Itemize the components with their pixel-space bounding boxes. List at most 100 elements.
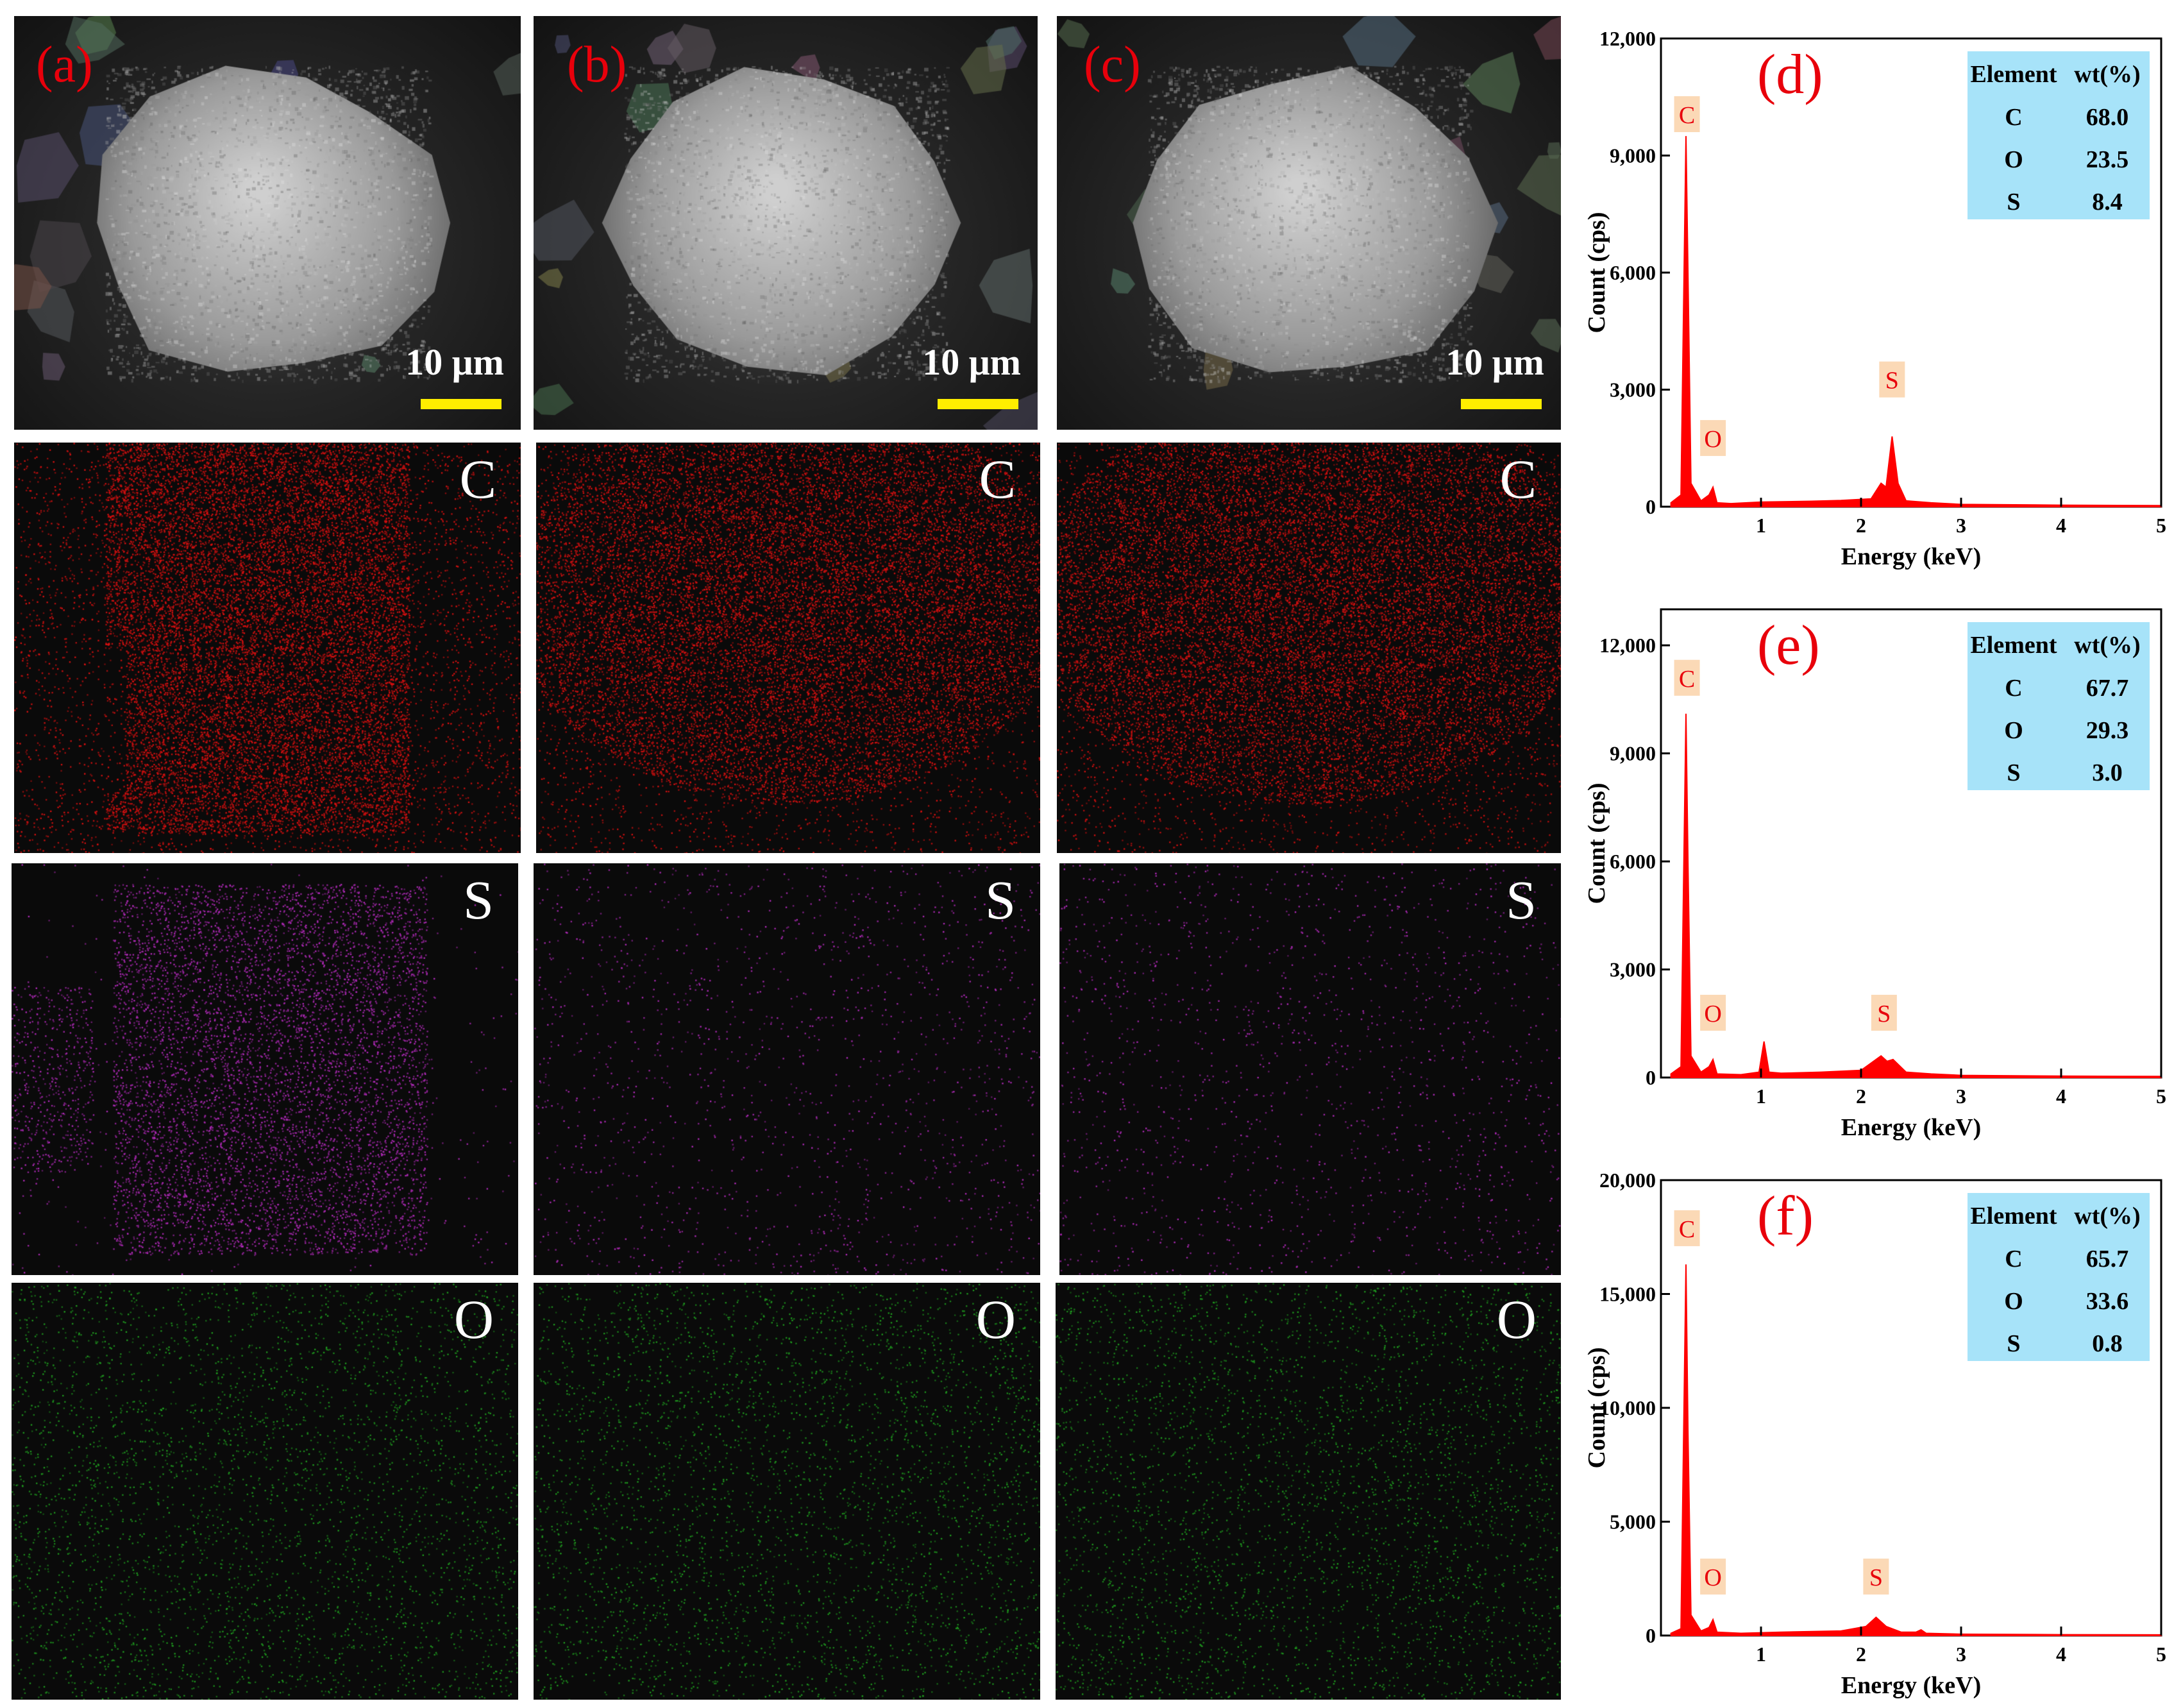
peak-label: O xyxy=(1704,426,1721,453)
table-cell: 68.0 xyxy=(2086,104,2129,131)
eds-map-s-c: S xyxy=(1059,863,1561,1275)
table-header: Element xyxy=(1970,1203,2057,1230)
table-cell: 33.6 xyxy=(2086,1288,2129,1315)
y-tick-label: 0 xyxy=(1646,495,1656,518)
x-tick-label: 3 xyxy=(1956,1643,1966,1666)
eds-map-o-c: O xyxy=(1056,1283,1561,1700)
map-element-label: S xyxy=(463,869,494,931)
sem-texture xyxy=(14,16,521,430)
table-cell: S xyxy=(2007,189,2020,216)
y-tick-label: 12,000 xyxy=(1599,634,1656,657)
y-tick-label: 3,000 xyxy=(1610,958,1656,981)
table-header: Element xyxy=(1970,61,2057,88)
scale-bar xyxy=(421,399,501,409)
peak-label: S xyxy=(1869,1564,1883,1591)
chart-svg: 1 2 3 4 5 0 3,000 6,000 9,000 12,000 Energy (keV) C… xyxy=(1583,27,2166,570)
element-map-dots xyxy=(1057,443,1561,853)
eds-spectrum-chart-d: 1 2 3 4 5 0 3,000 6,000 9,000 12,000 Energy (keV) C… xyxy=(1583,13,2168,577)
y-axis-label: Count (cps) xyxy=(1583,783,1610,904)
x-tick-label: 3 xyxy=(1956,514,1966,537)
map-element-label: S xyxy=(1506,869,1537,931)
table-cell: S xyxy=(2007,1330,2020,1357)
element-map-dots xyxy=(534,863,1040,1275)
eds-spectrum-chart-f: 1 2 3 4 5 0 5,000 10,000 15,000 20,000 Energy (keV… xyxy=(1583,1154,2168,1706)
chart-panel-label: (f) xyxy=(1757,1185,1814,1247)
x-axis-label: Energy (keV) xyxy=(1841,1672,1981,1699)
peak-label-box xyxy=(1700,995,1726,1031)
map-element-label: C xyxy=(979,448,1016,510)
x-tick-label: 1 xyxy=(1756,514,1766,537)
x-tick-label: 5 xyxy=(2156,1643,2166,1666)
table-cell: C xyxy=(2005,1246,2022,1273)
x-tick-label: 4 xyxy=(2056,1643,2066,1666)
y-tick-label: 6,000 xyxy=(1610,850,1656,873)
peak-label-box xyxy=(1700,1559,1726,1595)
peak-label-box xyxy=(1863,1559,1889,1595)
table-header: Element xyxy=(1970,632,2057,659)
x-tick-label: 3 xyxy=(1956,1085,1966,1108)
map-element-label: C xyxy=(1499,448,1537,510)
peak-label: S xyxy=(1877,1001,1891,1027)
element-map-dots xyxy=(12,863,518,1275)
element-map-dots xyxy=(12,1283,518,1700)
map-element-label: O xyxy=(1496,1289,1537,1350)
x-tick-label: 5 xyxy=(2156,514,2166,537)
table-cell: C xyxy=(2005,675,2022,702)
x-tick-label: 2 xyxy=(1856,514,1866,537)
scale-bar-label: 10 μm xyxy=(1445,341,1544,383)
table-header: wt(%) xyxy=(2074,1203,2140,1230)
element-map-dots xyxy=(536,443,1040,853)
table-cell: 29.3 xyxy=(2086,717,2129,744)
peak-label-box xyxy=(1674,659,1700,696)
y-axis-label: Count (cps) xyxy=(1583,1348,1610,1469)
y-tick-label: 12,000 xyxy=(1599,27,1656,50)
sem-image-a: (a) 10 μm xyxy=(14,16,521,430)
scale-bar-label: 10 μm xyxy=(922,341,1021,383)
y-tick-label: 20,000 xyxy=(1599,1169,1656,1192)
eds-map-s-b: S xyxy=(534,863,1040,1275)
x-tick-label: 1 xyxy=(1756,1643,1766,1666)
element-map-dots xyxy=(1056,1283,1561,1700)
peak-label-box xyxy=(1871,995,1897,1031)
scale-bar xyxy=(1461,399,1542,409)
table-cell: 65.7 xyxy=(2086,1246,2129,1273)
eds-spectrum-chart-e: 1 2 3 4 5 0 3,000 6,000 9,000 12,000 Energy (keV) C… xyxy=(1583,584,2168,1148)
y-tick-label: 9,000 xyxy=(1610,742,1656,765)
x-tick-label: 1 xyxy=(1756,1085,1766,1108)
eds-map-c-c: C xyxy=(1057,443,1561,853)
peak-label-box xyxy=(1674,96,1700,132)
map-element-label: S xyxy=(985,869,1016,931)
map-element-label: C xyxy=(459,448,496,510)
chart-panel-label: (e) xyxy=(1757,614,1820,677)
peak-label-box xyxy=(1879,361,1905,398)
eds-map-o-b: O xyxy=(534,1283,1040,1700)
table-cell: 0.8 xyxy=(2092,1330,2123,1357)
spectrum-series xyxy=(1670,136,2162,507)
scale-bar-label: 10 μm xyxy=(405,341,504,383)
table-header: wt(%) xyxy=(2074,632,2140,659)
y-tick-label: 6,000 xyxy=(1610,261,1656,284)
peak-label: O xyxy=(1704,1001,1721,1027)
table-cell: 3.0 xyxy=(2092,759,2123,786)
peak-label: C xyxy=(1679,1216,1695,1243)
peak-label: S xyxy=(1885,368,1899,394)
peak-label: C xyxy=(1679,102,1695,129)
sem-texture xyxy=(1057,16,1561,430)
table-cell: S xyxy=(2007,759,2020,786)
table-cell: O xyxy=(2004,717,2023,744)
peak-label-box xyxy=(1700,419,1726,456)
map-element-label: O xyxy=(975,1289,1016,1350)
composition-table xyxy=(1968,622,2150,790)
chart-panel-label: (d) xyxy=(1757,44,1823,106)
panel-label-b: (b) xyxy=(567,37,627,93)
peak-label: C xyxy=(1679,666,1695,693)
table-cell: 23.5 xyxy=(2086,146,2129,173)
element-map-dots xyxy=(534,1283,1040,1700)
peak-label-box xyxy=(1674,1210,1700,1246)
peak-label: O xyxy=(1704,1564,1721,1591)
eds-map-c-a: C xyxy=(14,443,521,853)
y-tick-label: 15,000 xyxy=(1599,1283,1656,1306)
element-map-dots xyxy=(14,443,521,853)
panel-label-a: (a) xyxy=(36,37,93,93)
composition-table xyxy=(1968,1193,2150,1361)
